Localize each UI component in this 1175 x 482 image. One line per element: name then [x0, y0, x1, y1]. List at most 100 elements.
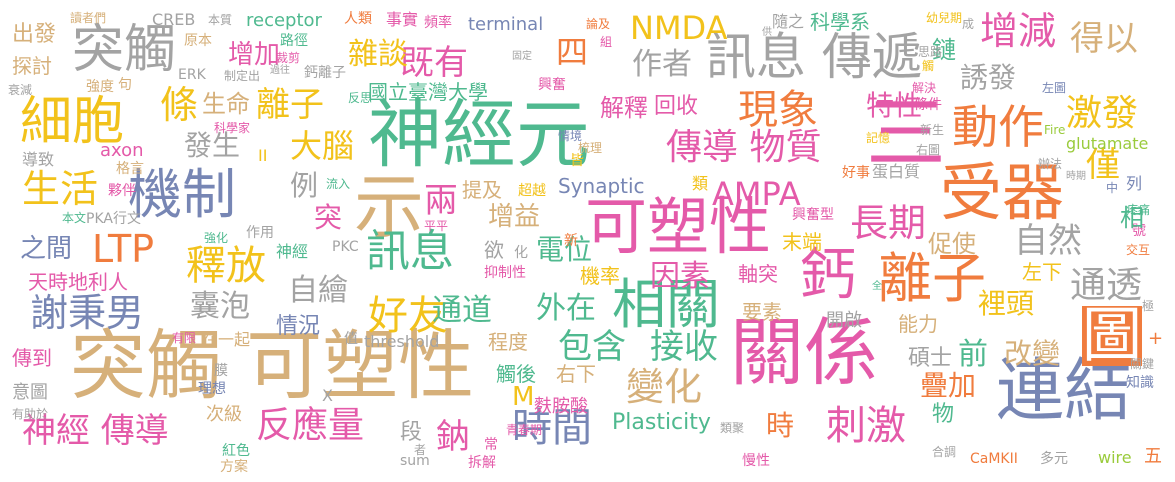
- word: 電位: [536, 233, 593, 266]
- word: 自然: [1014, 221, 1082, 261]
- word: ERK: [178, 67, 206, 83]
- word: 化: [514, 245, 528, 261]
- word: 右下: [556, 362, 596, 386]
- word: 探討: [12, 54, 52, 78]
- word: 頻率: [424, 15, 452, 31]
- word: 刺激: [826, 403, 906, 449]
- word: 制定出: [224, 69, 261, 83]
- word: 訊息 傳遞: [706, 28, 922, 86]
- word: Fire: [1044, 123, 1066, 137]
- word: 變化: [626, 365, 703, 409]
- word: 例: [290, 169, 319, 202]
- word: 科學系: [810, 10, 870, 34]
- word: CREB: [152, 10, 196, 29]
- word: 離子: [256, 85, 324, 125]
- word: 雜談: [348, 37, 408, 72]
- word: Synaptic: [558, 174, 645, 198]
- word: wire: [1098, 448, 1132, 467]
- word: 增加: [228, 40, 281, 70]
- word: 關係: [730, 310, 878, 396]
- word: 離子: [878, 247, 986, 310]
- word: sum: [400, 453, 430, 469]
- word: 時: [766, 409, 795, 442]
- word: 現象: [738, 87, 818, 133]
- word: 鏈: [932, 36, 956, 64]
- word: 全: [872, 281, 882, 292]
- word: 人類: [344, 11, 372, 27]
- word: 抑制性: [484, 265, 526, 281]
- word: 突: [314, 201, 343, 234]
- word: 供: [762, 27, 772, 38]
- word: 動作: [952, 100, 1044, 154]
- word: 相關: [612, 273, 720, 336]
- word: 傳導 物質: [666, 127, 822, 168]
- word: 慢性: [742, 453, 770, 469]
- word: 生命: [202, 90, 250, 118]
- word: 合調: [932, 445, 957, 459]
- word: 誘發: [960, 61, 1017, 94]
- word: 理想: [198, 381, 226, 397]
- word: 三: [866, 87, 946, 180]
- word: 國立臺灣大學: [368, 80, 488, 104]
- word: 強度: [86, 79, 114, 95]
- word: 生活: [22, 167, 99, 211]
- word: 反應量: [256, 405, 365, 446]
- word: PKC: [332, 239, 359, 255]
- word: 常: [484, 437, 498, 453]
- word: 固定: [512, 51, 532, 62]
- word: 既有: [400, 43, 468, 83]
- word: 四: [556, 33, 589, 71]
- word: 神經 傳導: [22, 411, 169, 451]
- word: receptor: [246, 10, 322, 31]
- word: PKA行文: [86, 211, 141, 227]
- word: terminal: [468, 14, 544, 35]
- word: 科學家: [214, 121, 251, 135]
- word: 長期: [850, 201, 927, 245]
- word: 事實: [386, 10, 419, 29]
- word: 路徑: [280, 33, 308, 49]
- word: 解釋: [600, 94, 648, 122]
- word: 特性: [866, 89, 923, 122]
- word: 要素: [742, 300, 782, 324]
- word: 作者: [632, 47, 692, 82]
- word: 新: [564, 233, 578, 249]
- word: 相: [1120, 204, 1144, 232]
- word: 外在: [536, 291, 596, 326]
- word: 包含: [558, 327, 626, 367]
- word: 句: [118, 77, 132, 93]
- word: 關鍵: [1130, 357, 1155, 371]
- word: 圖: [1082, 301, 1142, 371]
- word: 通透: [1070, 265, 1143, 306]
- word: 隨之: [772, 12, 805, 31]
- word: 提及: [462, 178, 502, 202]
- word: 細胞: [20, 92, 125, 152]
- word: 囊泡: [190, 289, 250, 324]
- word: 增減: [980, 9, 1057, 53]
- word: 前: [958, 337, 988, 372]
- word: 發生: [184, 129, 241, 162]
- word: 幼兒期: [926, 11, 963, 25]
- word: 組: [600, 35, 613, 49]
- word: 者: [414, 443, 427, 457]
- word: 通道: [432, 293, 492, 328]
- word: 突觸 可塑性: [70, 321, 475, 410]
- word: 解決: [912, 81, 937, 95]
- word: 條: [160, 83, 199, 127]
- word: 促使: [928, 230, 976, 258]
- word: 神經: [276, 242, 309, 261]
- word: 程度: [488, 330, 528, 354]
- word: 鈣: [800, 243, 856, 308]
- word: 欲: [484, 238, 504, 262]
- word: 左圖: [1042, 81, 1067, 95]
- word: 麩胺酸: [534, 396, 588, 417]
- word: 多元: [1040, 451, 1068, 467]
- word: 好友: [368, 293, 448, 339]
- word: 兩: [424, 181, 458, 221]
- word: 知識: [1126, 375, 1154, 391]
- word: +: [1148, 328, 1164, 349]
- word: 列: [1126, 174, 1143, 193]
- word: 末端: [782, 230, 822, 254]
- word: 謝秉男: [30, 291, 145, 335]
- word: 情境: [558, 129, 583, 143]
